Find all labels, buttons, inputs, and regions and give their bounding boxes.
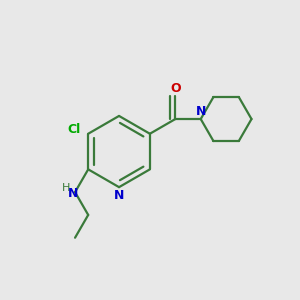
Text: Cl: Cl <box>68 123 81 136</box>
Text: N: N <box>68 187 78 200</box>
Text: N: N <box>196 105 206 119</box>
Text: H: H <box>62 183 70 194</box>
Text: N: N <box>114 189 124 202</box>
Text: O: O <box>170 82 181 95</box>
